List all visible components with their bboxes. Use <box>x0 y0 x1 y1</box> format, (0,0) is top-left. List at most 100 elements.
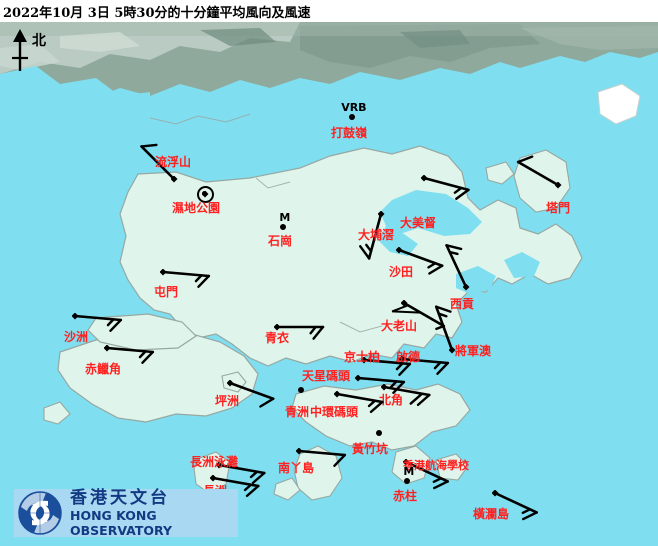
station-marker[interactable] <box>491 489 499 497</box>
station-marker[interactable] <box>71 312 79 320</box>
station-marker[interactable] <box>398 355 406 363</box>
station-marker[interactable] <box>380 383 388 391</box>
station-label: 打鼓嶺 <box>331 126 368 140</box>
station-marker[interactable] <box>354 374 362 382</box>
wind-barb <box>382 385 431 407</box>
north-label: 北 <box>32 33 46 49</box>
station-label: 青衣 <box>265 331 290 345</box>
station-marker[interactable] <box>295 447 303 455</box>
station-label: 香港航海學校 <box>403 459 469 472</box>
wind-barb <box>400 357 450 376</box>
station-label: 大埔滘 <box>358 228 395 242</box>
station-label: 塔門 <box>546 201 571 215</box>
wind-barb <box>275 325 325 340</box>
station-label: 沙洲 <box>64 330 89 344</box>
page-title: 2022年10月 3日 5時30分的十分鐘平均風向及風速 <box>3 6 311 21</box>
station-marker[interactable] <box>280 224 286 230</box>
station-status-code: M <box>279 211 291 224</box>
station-marker[interactable] <box>400 299 408 307</box>
wind-barb <box>73 314 123 333</box>
station-label: 京士柏 <box>344 350 381 364</box>
station-label: 青洲 <box>285 405 310 419</box>
chek-lap-kok-land <box>87 313 197 351</box>
mirs-bay-islet <box>597 83 641 125</box>
long-harbour <box>504 252 540 278</box>
logo-chinese-text: 香港天文台 <box>70 487 170 508</box>
station-label: 啟德 <box>396 350 421 364</box>
logo-english-text: HONG KONG OBSERVATORY <box>70 507 172 538</box>
station-marker[interactable] <box>215 461 223 469</box>
tolo-islet <box>485 161 515 185</box>
po-toi-group <box>273 477 301 501</box>
station-marker[interactable] <box>226 379 234 387</box>
station-label: 中環碼頭 <box>310 405 359 419</box>
wind-barb <box>217 463 266 485</box>
wind-barb <box>211 476 260 498</box>
station-label: 坪洲 <box>215 394 240 408</box>
station-marker[interactable] <box>360 356 368 364</box>
station-marker[interactable] <box>201 190 209 198</box>
station-label: 石崗 <box>268 234 293 248</box>
station-label: 橫瀾島 <box>473 507 510 521</box>
station-marker[interactable] <box>103 344 111 352</box>
wind-barb <box>397 248 444 275</box>
station-marker[interactable] <box>170 175 178 183</box>
wind-barb <box>140 143 176 181</box>
title-bar: 2022年10月 3日 5時30分的十分鐘平均風向及風速 <box>0 0 658 22</box>
station-label: 黃竹坑 <box>352 442 389 456</box>
station-marker[interactable] <box>209 474 217 482</box>
station-marker[interactable] <box>420 174 428 182</box>
station-marker[interactable] <box>462 283 470 291</box>
mainland-landmass <box>0 22 658 104</box>
map-canvas: 北 VRB 打鼓嶺 流浮山 濕地公園 M 石崗 大美督 塔門 大埔滘 沙田 屯門 西貢 大老山 沙洲 青衣赤… <box>0 22 658 546</box>
tolo-harbour <box>380 190 482 236</box>
hko-logo: 香港天文台 HONG KONG OBSERVATORY <box>14 487 238 538</box>
tolo-channel <box>378 226 418 256</box>
station-label: 將軍澳 <box>455 344 492 358</box>
station-label: 長洲泳灘 <box>190 455 239 469</box>
station-marker[interactable] <box>273 323 281 331</box>
lamma-island <box>293 445 343 501</box>
station-label: 屯門 <box>154 285 179 299</box>
station-status-code: M <box>403 465 415 478</box>
station-marker[interactable] <box>404 478 410 484</box>
station-label: 大美督 <box>400 216 437 230</box>
station-label: 北角 <box>379 393 404 407</box>
wind-barb <box>434 305 454 352</box>
station-label: 西貢 <box>450 297 475 311</box>
wind-barb <box>297 449 347 468</box>
station-marker[interactable] <box>395 246 403 254</box>
station-status-code: VRB <box>341 101 367 114</box>
station-marker[interactable] <box>402 458 410 466</box>
station-marker[interactable] <box>333 390 341 398</box>
wind-barb <box>516 155 560 187</box>
wind-barb <box>335 392 384 414</box>
wind-barb <box>359 212 383 260</box>
station-label: 流浮山 <box>155 155 192 169</box>
station-marker[interactable] <box>376 430 382 436</box>
station-label: 沙田 <box>389 265 414 279</box>
port-shelter <box>474 306 502 328</box>
lantau-south-islet <box>43 401 71 425</box>
deep-bay <box>0 66 150 126</box>
station-marker[interactable] <box>554 181 562 189</box>
wind-barb <box>105 346 155 365</box>
north-arrow: 北 <box>6 27 46 75</box>
station-label: 大老山 <box>381 319 418 333</box>
station-marker[interactable] <box>298 387 304 393</box>
wind-barb <box>422 176 470 200</box>
station-marker[interactable] <box>448 346 456 354</box>
north-arrow-icon <box>12 29 28 71</box>
wind-barb <box>493 491 538 521</box>
station-marker[interactable] <box>349 114 355 120</box>
tap-mun-island <box>513 149 571 213</box>
station-marker[interactable] <box>377 210 385 218</box>
wind-barb <box>362 358 412 377</box>
wind-barb <box>228 381 275 408</box>
wind-barb <box>356 376 406 395</box>
coast-detail <box>149 113 383 333</box>
station-marker[interactable] <box>159 268 167 276</box>
station-label: 赤柱 <box>393 489 418 503</box>
wind-barb <box>404 460 449 490</box>
